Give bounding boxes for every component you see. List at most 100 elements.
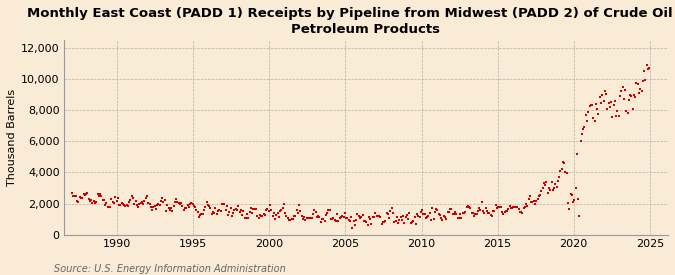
Point: [139, 199, 150, 203]
Point: [442, 209, 453, 214]
Point: [196, 212, 207, 216]
Point: [204, 204, 215, 208]
Point: [291, 208, 302, 213]
Point: [468, 211, 479, 215]
Point: [502, 209, 512, 214]
Point: [518, 206, 529, 210]
Point: [119, 203, 130, 208]
Point: [564, 207, 574, 211]
Point: [562, 201, 573, 206]
Point: [595, 101, 606, 106]
Point: [366, 222, 377, 226]
Point: [109, 200, 119, 205]
Point: [466, 211, 477, 215]
Point: [376, 222, 387, 227]
Point: [284, 218, 294, 222]
Point: [585, 103, 596, 107]
Point: [488, 209, 499, 213]
Point: [332, 211, 343, 216]
Point: [373, 214, 383, 218]
Point: [369, 215, 379, 219]
Point: [190, 205, 200, 209]
Point: [552, 178, 563, 183]
Point: [227, 211, 238, 215]
Point: [350, 223, 360, 227]
Point: [267, 214, 278, 218]
Point: [234, 210, 245, 214]
Point: [106, 197, 117, 202]
Point: [261, 208, 271, 213]
Point: [631, 81, 642, 85]
Point: [383, 212, 394, 217]
Point: [524, 194, 535, 199]
Point: [333, 219, 344, 223]
Text: Source: U.S. Energy Information Administration: Source: U.S. Energy Information Administ…: [54, 264, 286, 274]
Point: [543, 186, 554, 191]
Point: [529, 199, 539, 204]
Point: [364, 217, 375, 222]
Point: [247, 211, 258, 216]
Point: [472, 209, 483, 213]
Point: [621, 109, 632, 114]
Point: [296, 214, 307, 218]
Point: [386, 206, 397, 210]
Point: [527, 199, 538, 204]
Point: [217, 202, 228, 206]
Point: [133, 205, 144, 209]
Point: [93, 194, 104, 198]
Point: [337, 213, 348, 218]
Point: [537, 186, 548, 190]
Point: [187, 202, 198, 207]
Point: [230, 207, 241, 211]
Point: [406, 221, 416, 226]
Point: [460, 210, 470, 214]
Point: [611, 114, 622, 119]
Point: [576, 132, 587, 136]
Point: [214, 208, 225, 212]
Point: [494, 205, 505, 209]
Point: [545, 188, 556, 193]
Point: [209, 211, 219, 215]
Point: [243, 216, 254, 220]
Point: [200, 205, 211, 209]
Point: [412, 212, 423, 216]
Point: [394, 218, 405, 222]
Point: [232, 208, 242, 212]
Point: [385, 209, 396, 213]
Point: [198, 208, 209, 212]
Point: [149, 204, 160, 208]
Point: [416, 210, 427, 214]
Point: [323, 208, 333, 212]
Point: [324, 207, 335, 212]
Point: [331, 219, 342, 223]
Point: [272, 211, 283, 216]
Point: [86, 198, 97, 203]
Point: [168, 204, 179, 208]
Title: Monthly East Coast (PADD 1) Receipts by Pipeline from Midwest (PADD 2) of Crude : Monthly East Coast (PADD 1) Receipts by …: [27, 7, 675, 37]
Point: [207, 210, 218, 214]
Point: [371, 214, 382, 219]
Point: [144, 201, 155, 206]
Point: [295, 209, 306, 213]
Point: [573, 196, 584, 201]
Point: [484, 211, 495, 216]
Point: [95, 192, 105, 196]
Point: [435, 213, 446, 217]
Point: [262, 207, 273, 211]
Point: [171, 196, 182, 201]
Point: [387, 211, 398, 215]
Point: [172, 200, 183, 205]
Point: [493, 205, 504, 209]
Point: [402, 213, 412, 217]
Point: [487, 214, 497, 218]
Point: [357, 213, 368, 218]
Point: [601, 92, 612, 97]
Point: [362, 222, 373, 227]
Point: [348, 219, 359, 223]
Point: [237, 213, 248, 217]
Point: [300, 218, 311, 222]
Point: [113, 203, 124, 207]
Point: [340, 211, 350, 216]
Point: [116, 201, 127, 206]
Point: [598, 99, 609, 103]
